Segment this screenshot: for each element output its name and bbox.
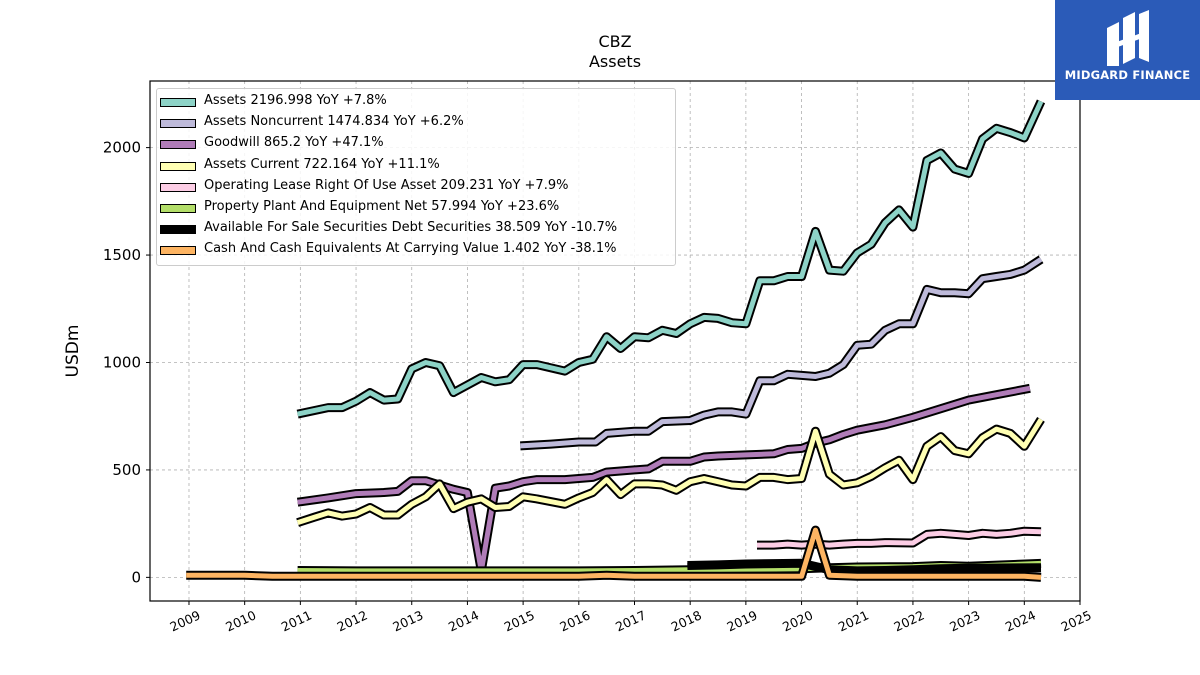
legend-swatch — [160, 140, 196, 150]
series-goodwill — [296, 383, 1031, 576]
midgard-logo-icon — [1107, 10, 1149, 66]
legend-swatch — [160, 161, 196, 171]
x-tick-label: 2023 — [947, 607, 982, 634]
x-tick-label: 2019 — [724, 607, 759, 634]
series-line — [186, 527, 1042, 580]
y-tick-label: 1000 — [103, 353, 141, 371]
y-tick-label: 2000 — [103, 139, 141, 157]
legend-item: Property Plant And Equipment Net 57.994 … — [157, 198, 675, 219]
legend-label: Cash And Cash Equivalents At Carrying Va… — [204, 241, 617, 257]
series-cash-and-cash-equivalents-at-carrying-value — [186, 525, 1042, 582]
legend-swatch — [160, 246, 196, 256]
chart-title: CBZ — [598, 32, 632, 51]
y-tick-label: 1500 — [103, 246, 141, 264]
legend-item: Cash And Cash Equivalents At Carrying Va… — [157, 240, 675, 261]
series-line — [296, 418, 1044, 525]
x-tick-label: 2015 — [502, 607, 537, 634]
legend-label: Goodwill 865.2 YoY +47.1% — [204, 135, 384, 151]
x-tick-label: 2024 — [1003, 607, 1038, 634]
series-line — [757, 528, 1042, 548]
x-tick-label: 2020 — [780, 607, 815, 634]
x-tick-label: 2009 — [167, 607, 202, 634]
x-tick-label: 2025 — [1059, 607, 1094, 634]
legend-label: Operating Lease Right Of Use Asset 209.2… — [204, 177, 569, 193]
brand-logo: MIDGARD FINANCE — [1055, 0, 1200, 100]
legend-label: Property Plant And Equipment Net 57.994 … — [204, 198, 560, 214]
x-axis: 2009 2010 2011 2012 2013 2014 2015 2016 2017 2018… — [167, 601, 1094, 634]
series-assets-noncurrent — [520, 255, 1044, 451]
x-tick-label: 2013 — [390, 607, 425, 634]
series-assets — [296, 99, 1046, 419]
logo-text: MIDGARD FINANCE — [1064, 68, 1191, 82]
plot-frame — [149, 80, 1081, 602]
legend-item: Assets Current 722.164 YoY +11.1% — [157, 156, 675, 177]
x-tick-label: 2022 — [891, 607, 926, 634]
series-line — [520, 257, 1043, 449]
legend: Assets 2196.998 YoY +7.8% Assets Noncurre… — [156, 88, 676, 266]
legend-swatch — [160, 119, 196, 129]
y-tick-label: 0 — [131, 568, 141, 586]
legend-item: Goodwill 865.2 YoY +47.1% — [157, 134, 675, 155]
series-assets-current — [296, 417, 1045, 527]
series-line — [687, 560, 1042, 574]
series-operating-lease-right-of-use-asset — [757, 526, 1042, 550]
legend-item: Available For Sale Securities Debt Secur… — [157, 219, 675, 240]
legend-item: Assets Noncurrent 1474.834 YoY +6.2% — [157, 113, 675, 134]
x-tick-label: 2011 — [279, 607, 314, 634]
legend-label: Assets Current 722.164 YoY +11.1% — [204, 156, 440, 172]
y-tick-label: 500 — [112, 461, 141, 479]
series-group — [186, 99, 1046, 582]
legend-swatch — [160, 225, 196, 235]
legend-label: Assets Noncurrent 1474.834 YoY +6.2% — [204, 114, 464, 130]
x-tick-label: 2010 — [223, 607, 258, 634]
legend-label: Available For Sale Securities Debt Secur… — [204, 220, 618, 236]
series-available-for-sale-securities-debt-securities — [687, 558, 1042, 576]
x-tick-label: 2016 — [557, 607, 592, 634]
legend-item: Operating Lease Right Of Use Asset 209.2… — [157, 177, 675, 198]
legend-item: Assets 2196.998 YoY +7.8% — [157, 92, 675, 113]
series-line — [297, 385, 1031, 574]
x-tick-label: 2012 — [335, 607, 370, 634]
legend-swatch — [160, 203, 196, 213]
x-tick-label: 2017 — [613, 607, 648, 634]
y-axis: 0 500 1000 1500 2000 — [103, 139, 150, 586]
x-tick-label: 2021 — [836, 607, 871, 634]
x-tick-label: 2014 — [446, 607, 481, 634]
x-tick-label: 2018 — [669, 607, 704, 634]
y-axis-label: USDm — [63, 325, 83, 378]
legend-swatch — [160, 98, 196, 107]
chart-subtitle: Assets — [588, 52, 642, 71]
legend-swatch — [160, 182, 196, 192]
series-line — [297, 100, 1044, 417]
legend-label: Assets 2196.998 YoY +7.8% — [204, 93, 387, 108]
